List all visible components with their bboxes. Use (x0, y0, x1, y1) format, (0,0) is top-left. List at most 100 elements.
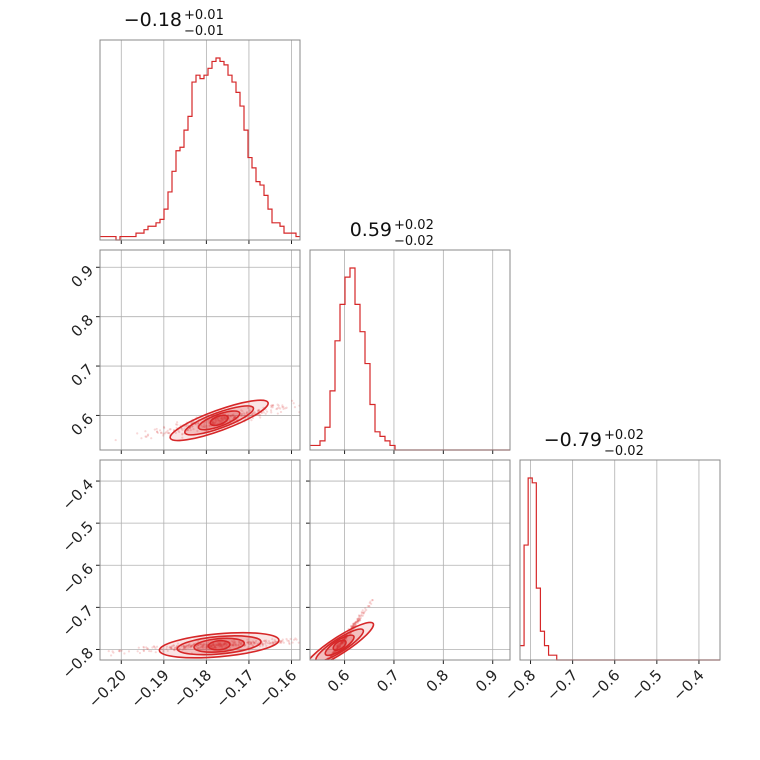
sample-point (146, 434, 149, 437)
sample-point (344, 636, 348, 640)
sample-point (173, 648, 176, 651)
sample-point (227, 413, 230, 417)
contour-level-4 (332, 639, 347, 652)
sample-point (343, 637, 346, 640)
sample-point (357, 614, 361, 617)
sample-point (202, 643, 205, 646)
sample-point (216, 416, 220, 420)
sample-point (223, 642, 226, 645)
sample-point (339, 645, 342, 648)
sample-point (187, 643, 191, 646)
sample-point (280, 641, 283, 644)
sample-point (357, 618, 360, 621)
sample-point (114, 438, 117, 442)
sample-point (225, 642, 228, 645)
sample-point (120, 649, 123, 652)
sample-point (312, 678, 314, 680)
sample-point (249, 640, 252, 644)
sample-point (223, 642, 227, 646)
sample-point (247, 642, 250, 646)
sample-point (215, 419, 218, 423)
sample-point (189, 646, 192, 649)
x-tick-label: −0.18 (170, 666, 215, 711)
sample-point (254, 639, 258, 643)
sample-point (271, 642, 274, 645)
sample-point (207, 641, 210, 644)
data-layer (94, 57, 720, 701)
sample-point (337, 645, 340, 649)
sample-point (218, 419, 221, 423)
sample-point (197, 422, 200, 425)
sample-point (247, 641, 250, 644)
x-tick-label: −0.5 (627, 666, 665, 704)
sample-point (237, 644, 240, 647)
sample-point (323, 665, 325, 667)
sample-point (324, 664, 326, 666)
sample-point (354, 620, 357, 624)
sample-point (291, 399, 294, 402)
sample-point (310, 681, 312, 683)
sample-point (225, 643, 228, 647)
sample-point (192, 428, 195, 431)
panel-2d-data (298, 598, 375, 701)
sample-point (277, 404, 280, 407)
sample-point (237, 643, 240, 647)
sample-point (231, 643, 234, 647)
sample-point (168, 432, 171, 435)
param-title-plus-3: +0.02 (604, 428, 644, 443)
sample-point (276, 403, 279, 406)
sample-point (222, 643, 225, 646)
sample-point (94, 440, 96, 442)
sample-point (220, 417, 223, 420)
sample-point (262, 411, 265, 414)
sample-point (336, 646, 339, 650)
y-tick-label: −0.7 (59, 602, 97, 640)
sample-point (159, 431, 163, 435)
sample-point (327, 661, 329, 663)
sample-point (314, 635, 316, 637)
sample-point (234, 640, 237, 644)
sample-point (309, 686, 311, 688)
sample-point (180, 645, 183, 648)
sample-point (272, 642, 275, 645)
sample-point (177, 429, 180, 432)
sample-point (151, 646, 154, 649)
sample-point (343, 637, 346, 640)
sample-point (181, 432, 184, 435)
sample-point (218, 643, 221, 646)
sample-point (173, 648, 176, 651)
sample-point (282, 407, 285, 410)
sample-point (369, 600, 372, 603)
sample-point (312, 681, 314, 683)
sample-point (189, 429, 192, 432)
sample-point (358, 619, 361, 622)
sample-point (298, 699, 300, 701)
sample-point (229, 415, 233, 418)
sample-point (205, 645, 208, 648)
sample-point (224, 417, 227, 421)
sample-point (203, 423, 206, 426)
sample-point (220, 420, 223, 423)
sample-point (221, 643, 224, 646)
sample-point (269, 409, 273, 412)
sample-point (264, 412, 267, 415)
sample-point (356, 619, 360, 622)
contour-level-3 (324, 634, 355, 657)
sample-point (211, 644, 214, 647)
sample-point (311, 680, 313, 682)
sample-point (176, 423, 179, 426)
sample-point (181, 648, 184, 651)
sample-point (289, 637, 292, 641)
sample-point (232, 413, 235, 416)
sample-point (223, 641, 227, 644)
sample-point (214, 646, 217, 649)
contour-level-3 (197, 410, 241, 431)
sample-point (169, 646, 173, 649)
sample-point (233, 415, 237, 419)
sample-point (111, 650, 114, 653)
sample-point (272, 641, 275, 644)
sample-point (324, 666, 326, 668)
sample-point (232, 415, 236, 418)
sample-point (359, 619, 362, 622)
sample-point (232, 416, 236, 420)
